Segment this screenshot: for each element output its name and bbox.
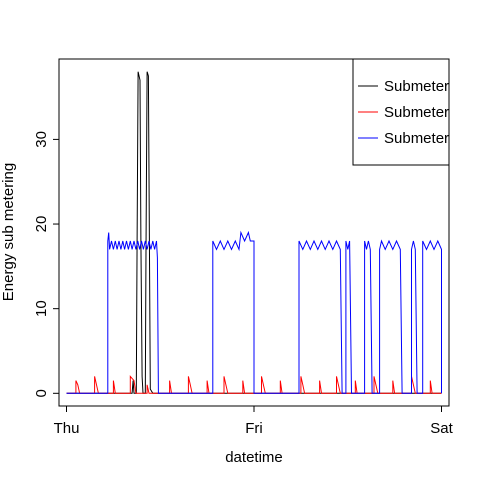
y-tick-label: 10	[33, 300, 50, 317]
x-tick-label: Sat	[430, 420, 453, 437]
y-axis: 0 10 20 30	[33, 131, 60, 397]
legend: Submeter Submeter Submeter	[352, 58, 450, 166]
legend-label-2: Submeter	[384, 104, 449, 121]
x-tick-label: Fri	[245, 420, 263, 437]
legend-label-1: Submeter	[384, 78, 449, 95]
series-layer	[66, 71, 442, 394]
x-axis: Thu Fri Sat	[54, 405, 454, 437]
y-tick-label: 30	[33, 131, 50, 148]
y-tick-label: 20	[33, 216, 50, 233]
y-axis-label: Energy sub metering	[0, 163, 17, 301]
legend-label-3: Submeter	[384, 130, 449, 147]
series-line-2	[66, 375, 442, 394]
y-tick-label: 0	[33, 389, 50, 397]
x-axis-label: datetime	[225, 449, 283, 466]
series-line-3	[66, 230, 442, 394]
x-tick-label: Thu	[54, 420, 80, 437]
